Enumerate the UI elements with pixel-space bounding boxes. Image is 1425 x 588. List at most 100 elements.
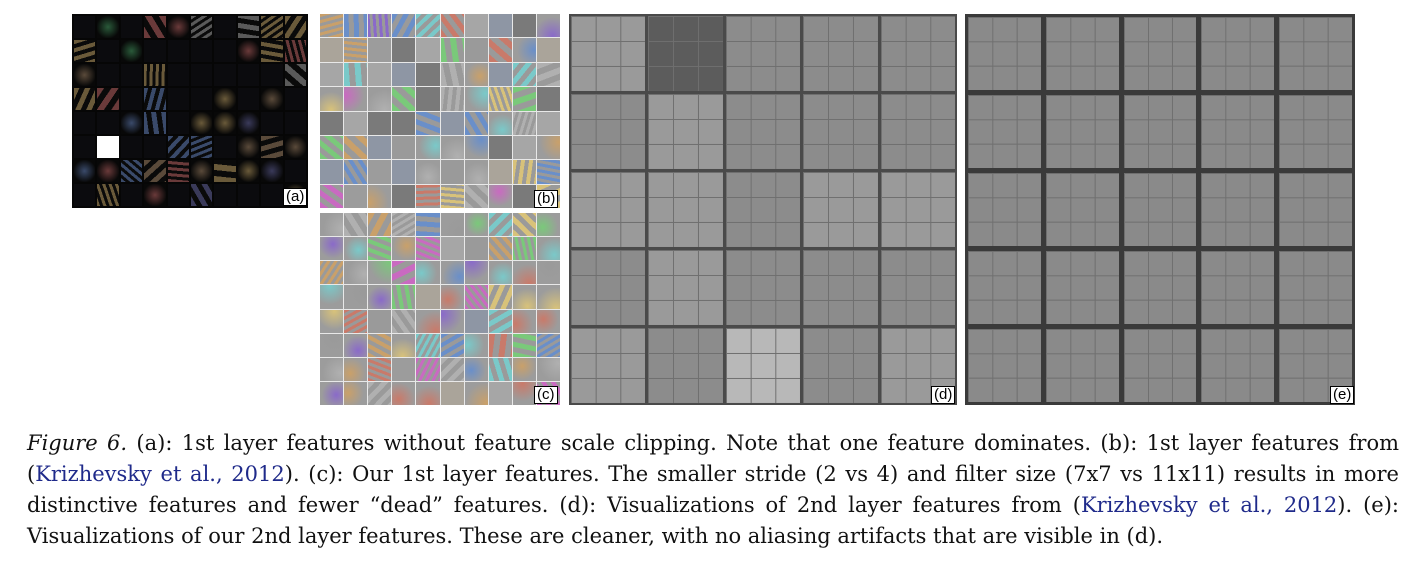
filter-cell <box>440 261 464 285</box>
filter-cell <box>190 88 213 110</box>
filter-cell <box>320 14 344 38</box>
filter-cell <box>464 62 488 87</box>
filter-cell <box>144 136 166 158</box>
feature-visualization-block <box>1201 251 1275 324</box>
filter-cell <box>320 333 344 357</box>
filter-cell <box>190 160 213 182</box>
filter-cell <box>488 213 512 237</box>
filter-cell <box>512 62 536 87</box>
filter-cell <box>190 136 213 158</box>
filter-cell <box>512 357 536 381</box>
filter-cell <box>97 160 119 182</box>
filter-cell <box>344 160 368 184</box>
citation-link-1[interactable]: Krizhevsky et al., 2012 <box>35 462 285 486</box>
filter-cell <box>214 136 236 158</box>
filter-cell <box>237 184 260 206</box>
filter-cell <box>416 184 440 208</box>
filter-cell <box>488 261 512 285</box>
filter-cell <box>440 309 464 333</box>
filter-cell <box>440 111 464 135</box>
filter-cell <box>512 309 536 333</box>
filter-cell <box>214 64 236 86</box>
filter-cell <box>344 38 368 62</box>
filter-cell <box>120 40 143 62</box>
filter-cell <box>167 160 189 182</box>
filter-cell <box>392 87 416 111</box>
filter-cell <box>97 64 119 86</box>
filter-cell <box>190 16 213 38</box>
dominant-feature-cell <box>97 136 119 158</box>
filter-cell <box>512 111 536 135</box>
filter-cell <box>237 40 260 62</box>
filter-cell <box>368 309 392 333</box>
filter-cell <box>416 38 440 62</box>
citation-link-2[interactable]: Krizhevsky et al., 2012 <box>1080 493 1338 517</box>
filter-cell <box>320 357 344 381</box>
feature-visualization-block <box>571 172 646 247</box>
filter-cell <box>512 285 536 309</box>
feature-visualization-block <box>725 94 801 169</box>
filter-cell <box>214 160 236 182</box>
caption-text-2: ). (c): Our 1st layer features. The smal… <box>27 462 1399 517</box>
filter-cell <box>392 62 416 87</box>
filter-cell <box>320 261 344 285</box>
filter-cell <box>237 112 260 134</box>
feature-visualization-block <box>880 16 955 91</box>
feature-visualization-block <box>1279 17 1352 90</box>
filter-cell <box>368 285 392 309</box>
feature-visualization-block <box>803 328 878 403</box>
filter-cell <box>97 88 119 110</box>
filter-cell <box>74 64 96 86</box>
feature-visualization-block <box>1201 17 1275 90</box>
filter-cell <box>464 357 488 381</box>
filter-cell <box>344 261 368 285</box>
filter-cell <box>261 64 283 86</box>
feature-visualization-block <box>1123 173 1197 246</box>
filter-cell <box>536 14 560 38</box>
filter-cell <box>392 357 416 381</box>
feature-visualization-block <box>1123 329 1197 402</box>
filter-cell <box>237 88 260 110</box>
filter-cell <box>416 237 440 261</box>
filter-cell <box>512 237 536 261</box>
filter-cell <box>464 333 488 357</box>
filter-cell <box>392 333 416 357</box>
filter-cell <box>512 14 536 38</box>
filter-cell <box>74 184 96 206</box>
filter-cell <box>536 213 560 237</box>
filter-cell <box>74 160 96 182</box>
filter-cell <box>190 64 213 86</box>
feature-visualization-block <box>1123 95 1197 168</box>
filter-cell <box>368 160 392 184</box>
filter-cell <box>440 160 464 184</box>
filter-cell <box>488 237 512 261</box>
filter-cell <box>237 136 260 158</box>
filter-cell <box>344 357 368 381</box>
filter-cell <box>284 88 306 110</box>
filter-cell <box>368 135 392 160</box>
filter-cell <box>488 381 512 405</box>
filter-cell <box>488 62 512 87</box>
feature-visualization-block <box>1279 95 1352 168</box>
filter-cell <box>284 64 306 86</box>
filter-cell <box>488 87 512 111</box>
filter-cell <box>488 14 512 38</box>
filter-cell <box>368 381 392 405</box>
filter-cell <box>344 285 368 309</box>
filter-cell <box>167 136 189 158</box>
filter-cell <box>464 87 488 111</box>
filter-cell <box>440 357 464 381</box>
feature-visualization-block <box>968 329 1041 402</box>
feature-visualization-block <box>1045 173 1119 246</box>
filter-cell <box>144 160 166 182</box>
filter-cell <box>416 135 440 160</box>
filter-cell <box>464 160 488 184</box>
filter-cell <box>144 184 166 206</box>
filter-cell <box>190 40 213 62</box>
filter-cell <box>74 16 96 38</box>
feature-visualization-block <box>1201 95 1275 168</box>
filter-cell <box>464 111 488 135</box>
filter-cell <box>440 237 464 261</box>
filter-cell <box>284 136 306 158</box>
filter-cell <box>214 40 236 62</box>
